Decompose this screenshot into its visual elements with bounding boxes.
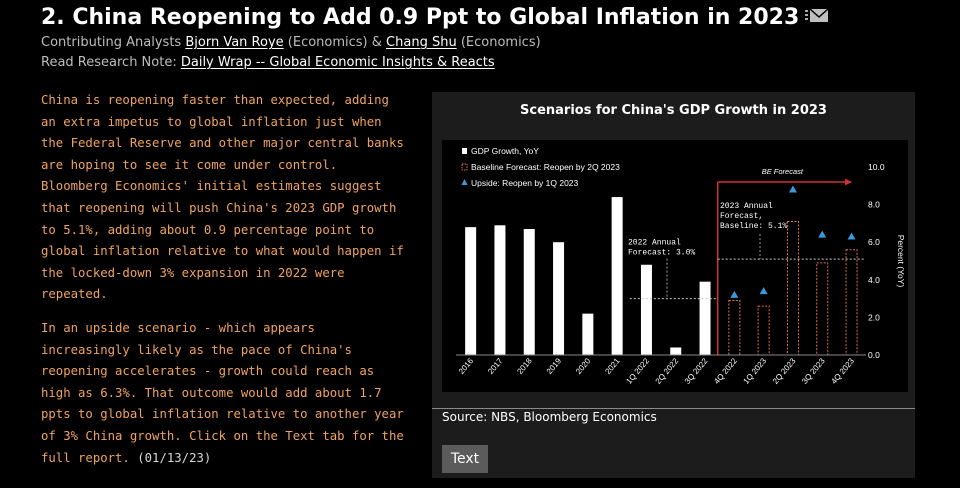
x-tick-label: 2Q 2022 bbox=[654, 356, 681, 386]
analyst-link-1[interactable]: Bjorn Van Roye bbox=[185, 35, 284, 50]
annotation-2023-text: Baseline: 5.1% bbox=[720, 222, 787, 231]
forecast-label: BE Forecast bbox=[762, 167, 804, 176]
title-text: 2. China Reopening to Add 0.9 Ppt to Glo… bbox=[41, 5, 800, 30]
baseline-bar bbox=[816, 262, 829, 356]
analyst-dept-1: (Economics) & bbox=[287, 35, 382, 50]
y-tick-label: 6.0 bbox=[868, 237, 880, 247]
annotation-2023-text: 2023 Annual bbox=[720, 202, 773, 211]
legend-label: Upside: Reopen by 1Q 2023 bbox=[471, 178, 579, 188]
legend-swatch-upside bbox=[461, 179, 468, 185]
actual-bar bbox=[699, 281, 711, 355]
y-tick-label: 2.0 bbox=[868, 312, 880, 322]
legend-swatch-baseline bbox=[461, 163, 468, 171]
contrib-prefix: Contributing Analysts bbox=[41, 35, 182, 50]
text-tab-button[interactable]: Text bbox=[442, 445, 488, 473]
annotation-2023-text: Forecast, bbox=[720, 212, 763, 221]
x-tick-label: 2021 bbox=[603, 356, 622, 376]
chart-panel-title: Scenarios for China's GDP Growth in 2023 bbox=[520, 103, 827, 118]
actual-bar bbox=[582, 313, 594, 355]
legend-label: Baseline Forecast: Reopen by 2Q 2023 bbox=[471, 162, 620, 172]
forecast-arrow-head bbox=[845, 178, 852, 186]
research-prefix: Read Research Note: bbox=[41, 55, 177, 70]
annotation-2022-text: 2022 Annual bbox=[628, 239, 681, 248]
x-tick-label: 4Q 2023 bbox=[829, 356, 856, 386]
story-body: China is reopening faster than expected,… bbox=[41, 90, 409, 481]
story-paragraph-1: China is reopening faster than expected,… bbox=[41, 93, 404, 302]
annotation-2022-text: Forecast: 3.0% bbox=[628, 249, 695, 258]
mail-icon[interactable] bbox=[805, 6, 829, 31]
legend-label: GDP Growth, YoY bbox=[471, 146, 539, 156]
research-note-link[interactable]: Daily Wrap -- Global Economic Insights &… bbox=[180, 55, 495, 70]
actual-bar bbox=[640, 264, 652, 355]
baseline-bar bbox=[728, 299, 741, 356]
analyst-link-2[interactable]: Chang Shu bbox=[386, 35, 457, 50]
page-title: 2. China Reopening to Add 0.9 Ppt to Glo… bbox=[41, 5, 829, 31]
y-tick-label: 10.0 bbox=[868, 162, 885, 172]
chart-area: BE Forecast 2022 Annual Forecast: 3.0% 2023… bbox=[442, 140, 908, 392]
y-tick-label: 0.0 bbox=[868, 350, 880, 360]
upside-marker bbox=[788, 185, 797, 193]
x-tick-label: 2019 bbox=[545, 356, 564, 376]
x-tick-label: 2017 bbox=[486, 356, 505, 376]
baseline-bar bbox=[845, 249, 858, 356]
y-tick-label: 8.0 bbox=[868, 200, 880, 210]
x-tick-label: 2018 bbox=[515, 356, 534, 376]
x-tick-label: 4Q 2022 bbox=[712, 356, 739, 386]
chart-panel: Scenarios for China's GDP Growth in 2023… bbox=[432, 92, 915, 478]
baseline-bar bbox=[757, 305, 770, 356]
actual-bar bbox=[670, 347, 682, 355]
actual-bar bbox=[465, 227, 477, 355]
x-tick-label: 3Q 2022 bbox=[683, 356, 710, 386]
story-date: (01/13/23) bbox=[137, 450, 212, 465]
chart-source: Source: NBS, Bloomberg Economics bbox=[442, 410, 657, 424]
upside-marker bbox=[847, 232, 856, 240]
upside-marker bbox=[759, 287, 768, 295]
y-axis-label: Percent (YoY) bbox=[896, 235, 906, 288]
contributing-analysts: Contributing Analysts Bjorn Van Roye (Ec… bbox=[41, 35, 541, 50]
actual-bar bbox=[611, 197, 623, 355]
y-tick-label: 4.0 bbox=[868, 275, 880, 285]
story-paragraph-2: In an upside scenario - which appears in… bbox=[41, 318, 409, 469]
panel-divider bbox=[432, 408, 915, 409]
upside-marker bbox=[818, 230, 827, 238]
baseline-bar bbox=[786, 221, 799, 356]
x-tick-label: 2020 bbox=[574, 356, 593, 376]
actual-bar bbox=[553, 242, 565, 355]
x-tick-label: 1Q 2023 bbox=[742, 356, 769, 386]
legend-swatch-actual bbox=[462, 148, 467, 154]
research-note: Read Research Note: Daily Wrap -- Global… bbox=[41, 55, 495, 70]
actual-bar bbox=[494, 225, 506, 355]
upside-marker bbox=[730, 290, 739, 298]
actual-bar bbox=[523, 229, 535, 355]
x-tick-label: 1Q 2022 bbox=[624, 356, 651, 386]
x-tick-label: 2Q 2023 bbox=[771, 356, 798, 386]
x-tick-label: 3Q 2023 bbox=[800, 356, 827, 386]
analyst-dept-2: (Economics) bbox=[460, 35, 541, 50]
story-paragraph-2-text: In an upside scenario - which appears in… bbox=[41, 320, 404, 465]
x-tick-label: 2016 bbox=[457, 356, 476, 376]
